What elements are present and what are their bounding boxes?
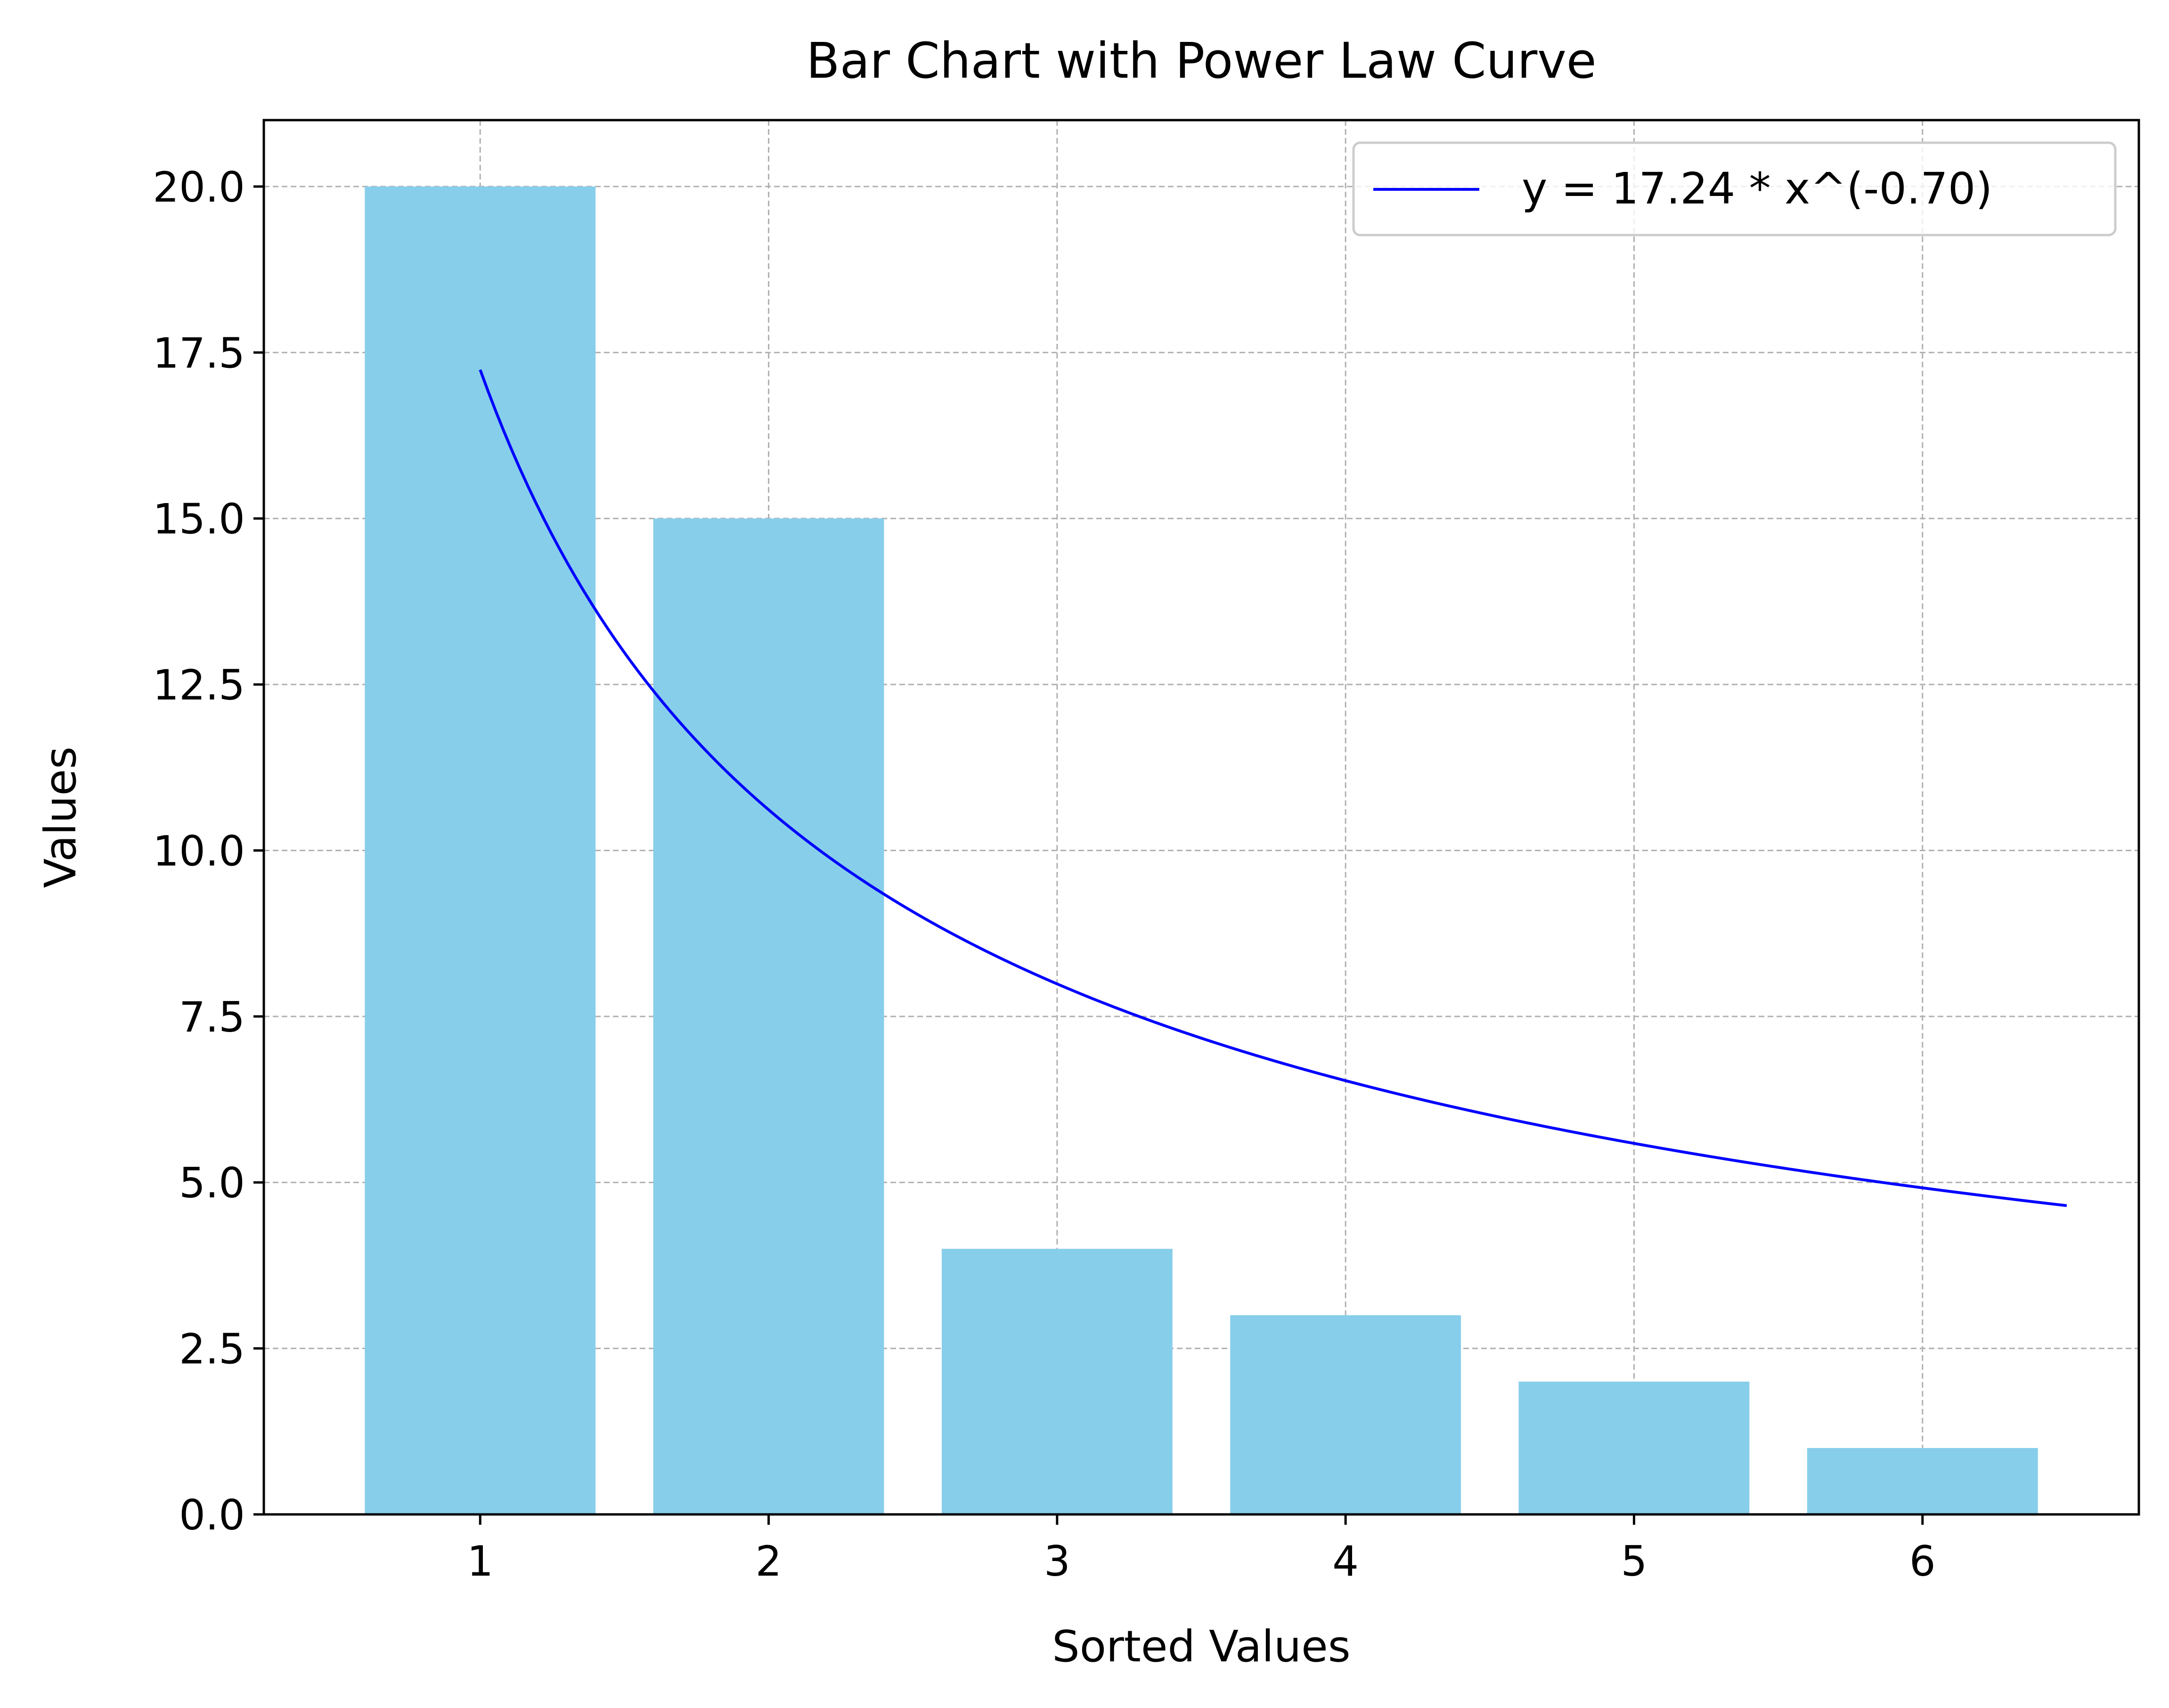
- bar: [365, 186, 596, 1514]
- y-tick-label: 7.5: [179, 993, 245, 1041]
- x-axis-label: Sorted Values: [1052, 1621, 1350, 1672]
- chart-title: Bar Chart with Power Law Curve: [806, 32, 1597, 89]
- power-law-curve: [479, 369, 2067, 1207]
- legend: y = 17.24 * x^(-0.70): [1352, 141, 2117, 236]
- y-tick-label: 15.0: [153, 495, 245, 544]
- axes-frame: [262, 119, 2140, 1516]
- x-tick-label: 6: [1909, 1537, 1936, 1586]
- legend-label: y = 17.24 * x^(-0.70): [1522, 163, 1992, 214]
- bar: [1230, 1315, 1461, 1514]
- y-axis-label: Values: [35, 747, 86, 888]
- bar: [1518, 1382, 1750, 1514]
- y-tick-label: 2.5: [179, 1325, 245, 1374]
- x-tick-label: 3: [1044, 1537, 1070, 1586]
- bar: [941, 1249, 1173, 1514]
- bars: [365, 186, 2038, 1514]
- x-tick-label: 2: [756, 1537, 782, 1586]
- power-law-curve-layer: [479, 369, 2067, 1207]
- ticks: 0.0 2.5 5.0 7.5 10.0 12.5 15.0 17.5 20.0 1 2 3 4 5 6: [153, 163, 1936, 1586]
- y-tick-label: 12.5: [153, 661, 245, 709]
- y-tick-label: 10.0: [153, 827, 245, 875]
- bar: [653, 518, 884, 1514]
- y-tick-label: 5.0: [179, 1159, 245, 1207]
- x-tick-label: 1: [467, 1537, 493, 1586]
- y-tick-label: 20.0: [153, 163, 245, 211]
- x-tick-label: 5: [1621, 1537, 1647, 1586]
- bar: [1807, 1448, 2038, 1514]
- legend-box: [1352, 141, 2117, 236]
- x-tick-label: 4: [1332, 1537, 1359, 1586]
- y-tick-label: 17.5: [153, 329, 245, 377]
- y-tick-label: 0.0: [179, 1491, 245, 1539]
